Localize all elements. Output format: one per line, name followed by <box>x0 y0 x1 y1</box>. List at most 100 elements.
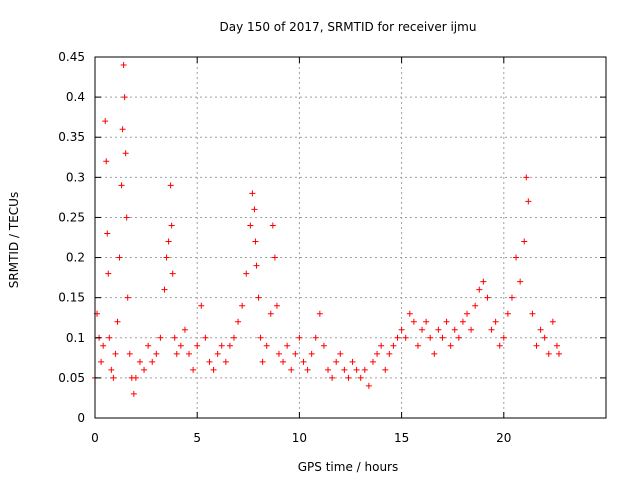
data-point <box>173 350 180 357</box>
data-point <box>459 318 466 325</box>
data-point <box>190 366 197 373</box>
data-point <box>120 62 127 69</box>
data-point <box>104 230 111 237</box>
data-point <box>249 190 256 197</box>
data-point <box>161 286 168 293</box>
y-axis-label: SRMTID / TECUs <box>7 192 21 288</box>
data-point <box>171 334 178 341</box>
data-points <box>92 62 562 397</box>
data-point <box>136 358 143 365</box>
data-point <box>476 286 483 293</box>
data-point <box>102 118 109 125</box>
y-tick-label: 0 <box>77 411 85 425</box>
data-point <box>119 126 126 133</box>
data-point <box>390 342 397 349</box>
data-point <box>382 366 389 373</box>
data-point <box>288 366 295 373</box>
data-point <box>194 342 201 349</box>
data-point <box>394 334 401 341</box>
data-point <box>423 318 430 325</box>
data-point <box>114 318 121 325</box>
data-point <box>353 366 360 373</box>
data-point <box>210 366 217 373</box>
data-point <box>132 374 139 381</box>
data-point <box>455 334 462 341</box>
data-point <box>100 342 107 349</box>
data-point <box>374 350 381 357</box>
data-point <box>108 366 115 373</box>
data-point <box>533 342 540 349</box>
data-point <box>468 326 475 333</box>
data-point <box>500 334 507 341</box>
data-point <box>284 342 291 349</box>
data-point <box>255 294 262 301</box>
data-point <box>325 366 332 373</box>
data-point <box>357 374 364 381</box>
data-point <box>545 350 552 357</box>
data-point <box>312 334 319 341</box>
data-point <box>106 334 113 341</box>
data-point <box>253 262 260 269</box>
data-point <box>275 350 282 357</box>
data-point <box>122 150 129 157</box>
data-point <box>112 350 119 357</box>
data-point <box>345 374 352 381</box>
data-point <box>402 334 409 341</box>
x-tick-label: 0 <box>91 431 99 445</box>
y-tick-label: 0.45 <box>58 50 85 64</box>
data-point <box>414 342 421 349</box>
data-point <box>369 358 376 365</box>
y-tick-label: 0.1 <box>66 331 85 345</box>
data-point <box>186 350 193 357</box>
data-point <box>169 270 176 277</box>
data-point <box>124 294 131 301</box>
data-point <box>230 334 237 341</box>
data-point <box>308 350 315 357</box>
data-point <box>419 326 426 333</box>
data-point <box>361 366 368 373</box>
data-point <box>333 358 340 365</box>
data-point <box>521 238 528 245</box>
data-point <box>427 334 434 341</box>
data-point <box>271 254 278 261</box>
data-point <box>349 358 356 365</box>
data-point <box>513 254 520 261</box>
data-point <box>163 254 170 261</box>
data-point <box>320 342 327 349</box>
data-point <box>537 326 544 333</box>
data-point <box>488 326 495 333</box>
chart-title: Day 150 of 2017, SRMTID for receiver ijm… <box>220 20 477 34</box>
x-tick-label: 15 <box>394 431 409 445</box>
data-point <box>517 278 524 285</box>
data-point <box>239 302 246 309</box>
data-point <box>177 342 184 349</box>
data-point <box>553 342 560 349</box>
y-tick-label: 0.3 <box>66 170 85 184</box>
data-point <box>410 318 417 325</box>
data-point <box>443 318 450 325</box>
data-point <box>451 326 458 333</box>
plot-area-border <box>94 56 607 419</box>
y-tick-label: 0.25 <box>58 210 85 224</box>
data-point <box>508 294 515 301</box>
data-point <box>214 350 221 357</box>
data-point <box>273 302 280 309</box>
data-point <box>218 342 225 349</box>
data-point <box>198 302 205 309</box>
data-point <box>149 358 156 365</box>
data-point <box>105 270 112 277</box>
data-point <box>406 310 413 317</box>
data-point <box>267 310 274 317</box>
data-point <box>464 310 471 317</box>
data-point <box>145 342 152 349</box>
data-point <box>259 358 266 365</box>
data-point <box>243 270 250 277</box>
data-point <box>529 310 536 317</box>
data-point <box>141 366 148 373</box>
data-point <box>504 310 511 317</box>
data-point <box>157 334 164 341</box>
data-point <box>110 374 117 381</box>
x-tick-label: 20 <box>496 431 511 445</box>
data-point <box>123 214 130 221</box>
